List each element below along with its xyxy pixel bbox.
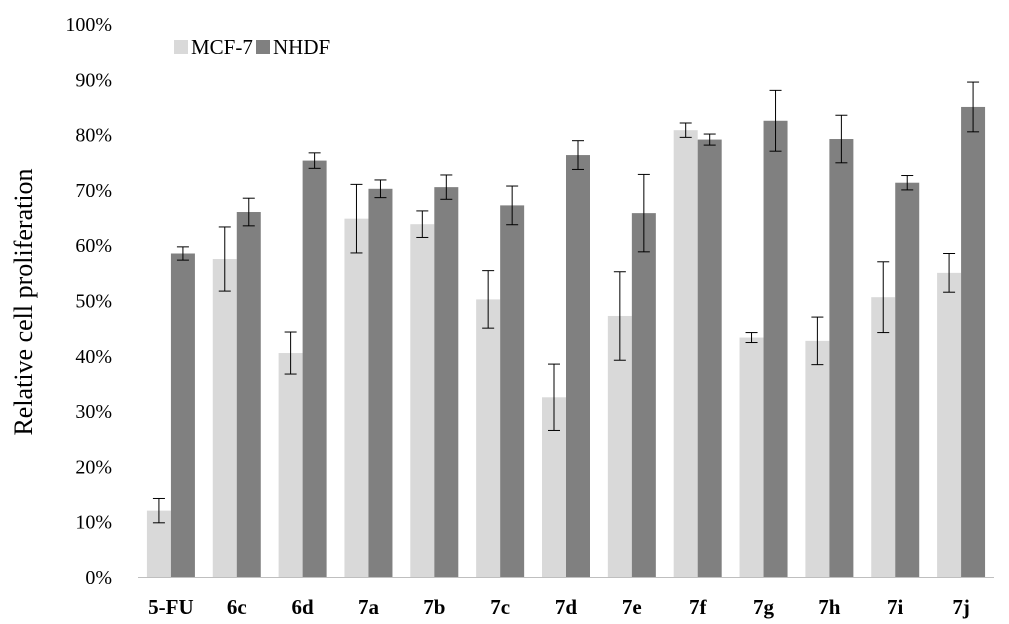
- y-axis-ticks: 0% 10% 20% 30% 40% 50% 60% 70% 80% 90% 100%: [65, 14, 112, 589]
- bar-nhdf-7a: [368, 188, 393, 577]
- error-bar: [967, 81, 980, 133]
- error-bar: [769, 89, 782, 152]
- x-tick-label: 7h: [818, 595, 841, 619]
- bars: [146, 106, 986, 578]
- x-tick-label: 7d: [555, 595, 578, 619]
- x-tick-label: 7i: [887, 595, 904, 619]
- x-tick-label: 7b: [423, 595, 445, 619]
- bar-mcf7-7a: [344, 218, 369, 577]
- x-tick-label: 7g: [753, 595, 775, 619]
- bar-nhdf-7e: [631, 213, 656, 577]
- bar-mcf7-7g: [739, 337, 764, 577]
- y-tick-label: 70%: [75, 180, 112, 202]
- x-tick-label: 7e: [622, 595, 642, 619]
- legend-label-mcf7: MCF-7: [191, 35, 253, 59]
- error-bar: [613, 271, 626, 361]
- bar-mcf7-7i: [871, 297, 896, 577]
- error-bar: [152, 497, 165, 524]
- bar-nhdf-7j: [961, 106, 986, 577]
- error-bar: [308, 152, 321, 169]
- bar-nhdf-7g: [763, 120, 788, 578]
- y-tick-label: 10%: [75, 512, 112, 534]
- bar-mcf7-7h: [805, 340, 830, 577]
- x-tick-label: 7c: [490, 595, 510, 619]
- x-tick-label: 6c: [227, 595, 247, 619]
- x-tick-label: 6d: [292, 595, 315, 619]
- bar-nhdf-6c: [236, 212, 261, 577]
- bar-mcf7-7j: [937, 272, 962, 577]
- y-tick-label: 90%: [75, 69, 112, 91]
- error-bar: [506, 185, 519, 226]
- legend-swatch-nhdf: [256, 40, 270, 54]
- x-axis-labels: 5-FU 6c 6d 7a 7b 7c 7d 7e 7f 7g 7h 7i 7j: [148, 595, 970, 619]
- bar-mcf7-7f: [673, 130, 698, 577]
- error-bar: [242, 197, 255, 227]
- y-tick-label: 60%: [75, 235, 112, 257]
- error-bar: [679, 122, 692, 138]
- error-bar: [943, 252, 956, 293]
- y-tick-label: 100%: [65, 14, 112, 36]
- legend-label-nhdf: NHDF: [273, 35, 330, 59]
- error-bar: [572, 140, 584, 170]
- error-bar: [218, 226, 231, 292]
- bar-nhdf-7b: [434, 187, 459, 577]
- error-bars: [152, 81, 980, 524]
- y-tick-label: 40%: [75, 346, 112, 368]
- error-bar: [901, 175, 914, 191]
- legend: MCF-7 NHDF: [174, 35, 330, 59]
- bar-mcf7-6c: [212, 259, 237, 577]
- error-bar: [416, 210, 429, 238]
- error-bar: [482, 270, 495, 329]
- bar-nhdf-7c: [500, 205, 525, 577]
- bar-nhdf-7h: [829, 139, 854, 578]
- error-bar: [350, 183, 363, 254]
- error-bar: [284, 331, 297, 375]
- y-tick-label: 80%: [75, 125, 112, 147]
- bar-nhdf-6d: [302, 160, 327, 577]
- error-bar: [637, 173, 650, 253]
- y-tick-label: 20%: [75, 456, 112, 478]
- error-bar: [835, 114, 848, 164]
- bar-mcf7-7c: [476, 299, 501, 577]
- bar-mcf7-6d: [278, 353, 303, 577]
- x-tick-label: 5-FU: [148, 595, 194, 619]
- error-bar: [548, 363, 560, 431]
- bar-mcf7-7b: [410, 224, 435, 577]
- x-tick-label: 7j: [952, 595, 970, 619]
- legend-swatch-mcf7: [174, 40, 188, 54]
- y-axis-title: Relative cell proliferation: [9, 168, 38, 435]
- bar-nhdf-7d: [566, 155, 590, 577]
- bar-nhdf-7i: [895, 182, 920, 577]
- error-bar: [440, 174, 453, 200]
- y-tick-label: 0%: [85, 567, 112, 589]
- y-tick-label: 50%: [75, 291, 112, 313]
- error-bar: [811, 316, 824, 366]
- y-tick-label: 30%: [75, 401, 112, 423]
- error-bar: [877, 261, 890, 334]
- x-tick-label: 7a: [358, 595, 380, 619]
- error-bar: [176, 246, 189, 261]
- error-bar: [703, 133, 716, 146]
- bar-nhdf-7f: [697, 139, 722, 577]
- x-tick-label: 7f: [689, 595, 708, 619]
- error-bar: [374, 179, 387, 199]
- bar-nhdf-5fu: [170, 253, 195, 577]
- error-bar: [745, 332, 758, 344]
